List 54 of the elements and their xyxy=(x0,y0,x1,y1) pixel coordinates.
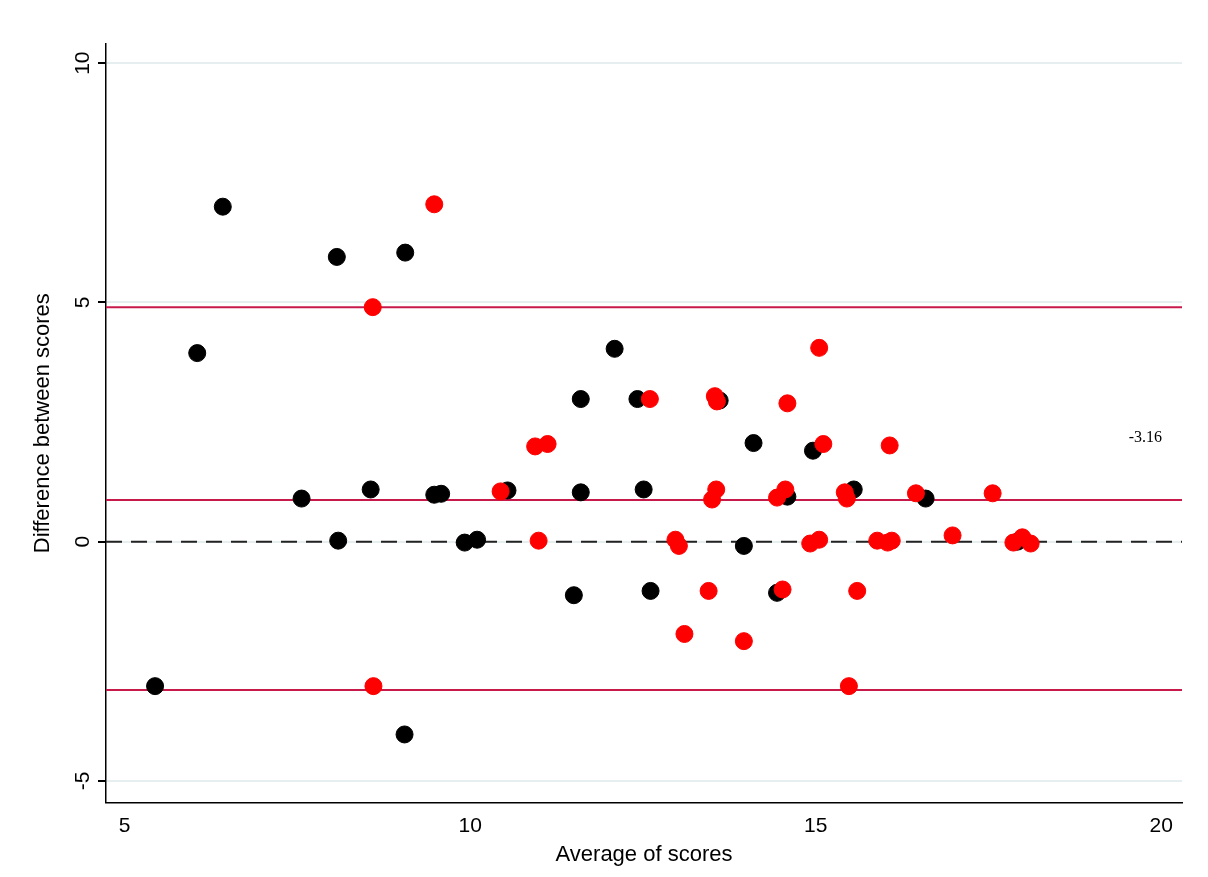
point xyxy=(768,488,787,507)
point xyxy=(491,482,510,501)
point xyxy=(641,581,660,600)
point xyxy=(361,480,380,499)
point xyxy=(1021,534,1040,553)
point xyxy=(292,489,311,508)
point xyxy=(669,536,688,555)
point xyxy=(839,677,858,696)
point xyxy=(814,435,833,454)
y-tick-label: -5 xyxy=(70,771,94,791)
point xyxy=(329,531,348,550)
point xyxy=(364,677,383,696)
point xyxy=(605,339,624,358)
point xyxy=(773,580,792,599)
point xyxy=(734,536,753,555)
point xyxy=(634,480,653,499)
y-axis-title: Difference between scores xyxy=(29,293,55,554)
x-tick-label: 15 xyxy=(804,812,828,836)
point xyxy=(571,390,590,409)
point xyxy=(564,586,583,605)
point xyxy=(395,725,414,744)
point xyxy=(744,434,763,453)
point xyxy=(188,344,207,363)
y-tick-label: 10 xyxy=(70,51,94,75)
x-tick-label: 5 xyxy=(118,812,131,836)
point xyxy=(810,530,829,549)
point xyxy=(734,632,753,651)
point xyxy=(538,435,557,454)
point xyxy=(571,483,590,502)
point xyxy=(675,624,694,643)
point xyxy=(468,530,487,549)
point xyxy=(983,484,1002,503)
point xyxy=(943,526,962,545)
point xyxy=(699,581,718,600)
y-tick-label: 5 xyxy=(70,296,94,309)
x-tick-label: 10 xyxy=(458,812,482,836)
point xyxy=(363,298,382,317)
point xyxy=(778,394,797,413)
point xyxy=(529,531,548,550)
point xyxy=(880,436,899,455)
point xyxy=(703,490,722,509)
point xyxy=(146,677,165,696)
point xyxy=(640,390,659,409)
point xyxy=(396,243,415,262)
point xyxy=(848,581,867,600)
point xyxy=(906,484,925,503)
point xyxy=(213,197,232,216)
point xyxy=(425,195,444,214)
x-tick-label: 20 xyxy=(1149,812,1173,836)
annotation: -3.16 xyxy=(1128,428,1162,446)
y-tick-label: 0 xyxy=(70,535,94,548)
point xyxy=(327,247,346,266)
point xyxy=(810,338,829,357)
x-axis-title: Average of scores xyxy=(555,840,733,866)
